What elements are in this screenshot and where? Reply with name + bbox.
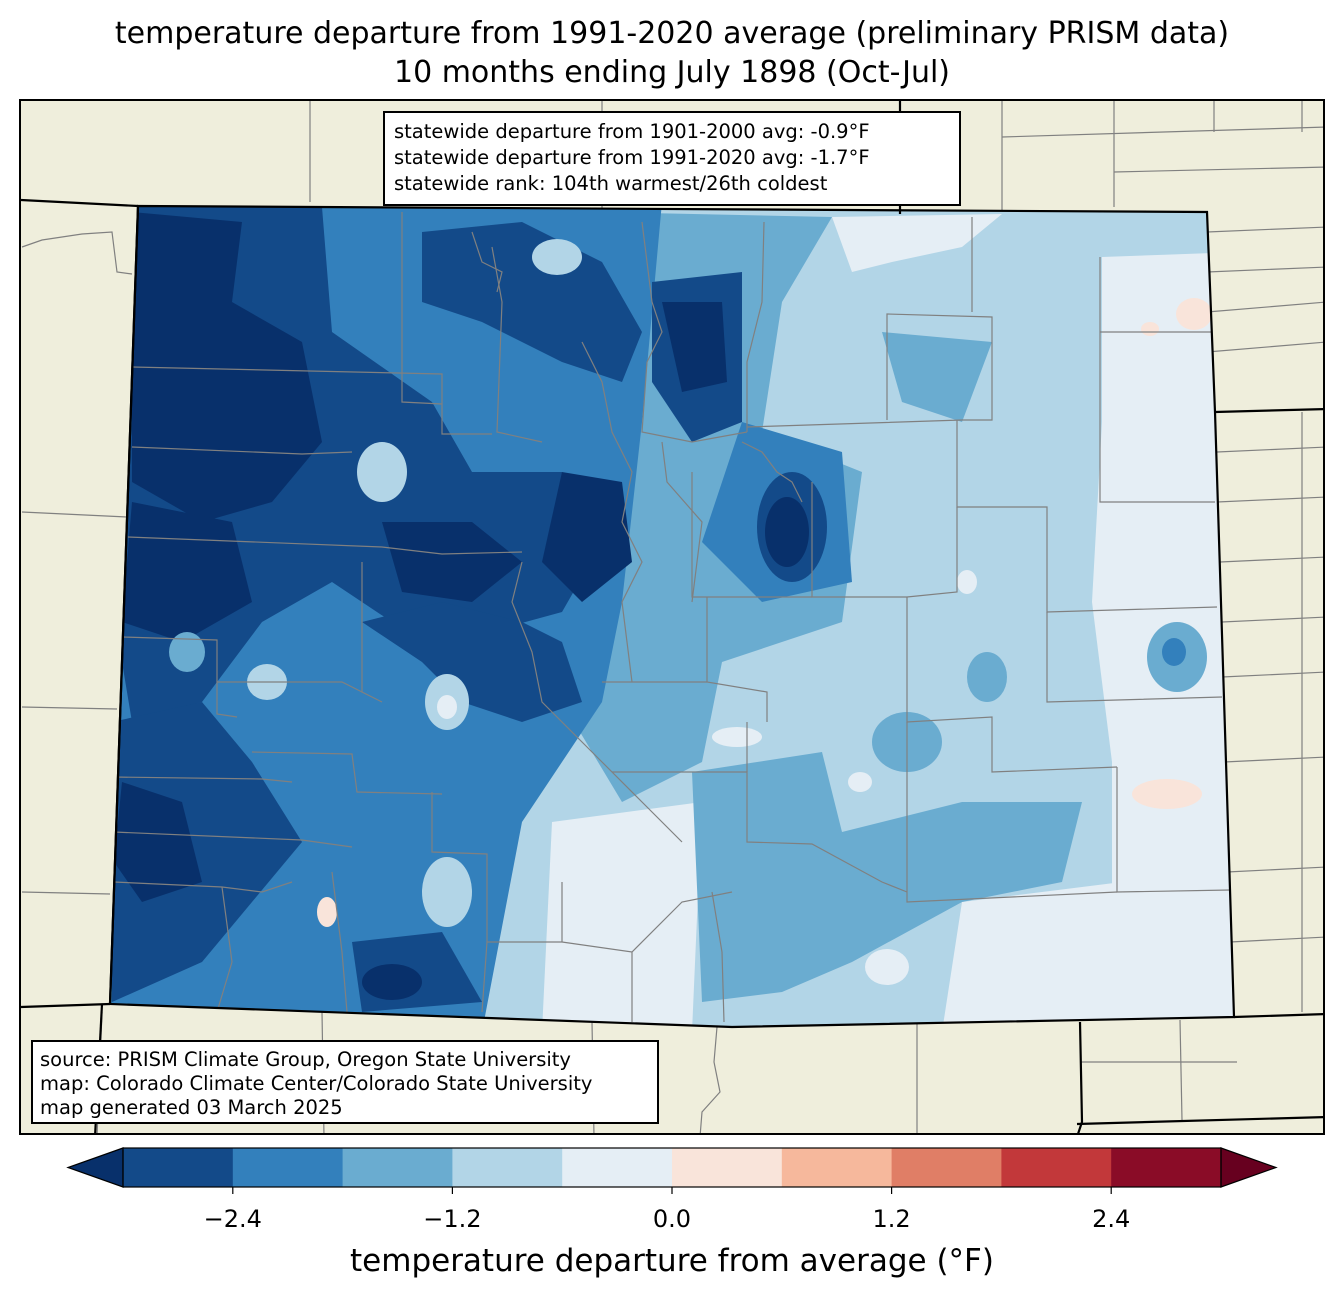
source-line-prism: source: PRISM Climate Group, Oregon Stat…: [40, 1048, 571, 1071]
colorbar-segment: [781, 1148, 893, 1187]
source-line-map: map: Colorado Climate Center/Colorado St…: [40, 1072, 593, 1095]
colorbar-tick-label: 0.0: [652, 1205, 692, 1233]
colorbar-segment: [562, 1148, 673, 1187]
colorbar-segments: [123, 1148, 1222, 1187]
colorbar-under-arrow: [66, 1147, 124, 1188]
colorado-map: [21, 101, 1323, 1133]
stats-line-rank: statewide rank: 104th warmest/26th colde…: [394, 172, 828, 195]
colorbar-segment: [123, 1148, 234, 1187]
colorbar-over-arrow: [1220, 1147, 1278, 1188]
colorbar-tick-label: 2.4: [1092, 1205, 1131, 1233]
neighbor-county-lines: [21, 101, 1323, 1133]
stats-line-1991-2020: statewide departure from 1991-2020 avg: …: [394, 146, 870, 169]
colorbar-segment: [672, 1148, 783, 1187]
map-panel: [19, 99, 1325, 1135]
colorbar-tick-label: −2.4: [203, 1205, 262, 1233]
source-box: source: PRISM Climate Group, Oregon Stat…: [31, 1040, 659, 1124]
stats-line-1901-2000: statewide departure from 1901-2000 avg: …: [394, 120, 870, 143]
colorbar-segment: [891, 1148, 1002, 1187]
statewide-stats-box: statewide departure from 1901-2000 avg: …: [383, 111, 961, 206]
colorbar-segment: [232, 1148, 344, 1187]
colorbar-tick-label: −1.2: [423, 1205, 482, 1233]
colorbar-segment: [1111, 1148, 1222, 1187]
colorbar-label: temperature departure from average (°F): [350, 1243, 994, 1279]
colorbar-segment: [452, 1148, 563, 1187]
colorbar-ticks: [232, 1187, 1112, 1194]
map-title-line1: temperature departure from 1991-2020 ave…: [114, 16, 1230, 51]
colorbar-segment: [342, 1148, 453, 1187]
source-line-generated: map generated 03 March 2025: [40, 1096, 343, 1119]
map-title-line2: 10 months ending July 1898 (Oct-Jul): [393, 55, 951, 90]
temperature-field: [110, 206, 1234, 1027]
state-borders: [21, 101, 1323, 1133]
colorbar-segment: [1001, 1148, 1112, 1187]
colorbar-tick-label: 1.2: [872, 1205, 911, 1233]
colorado-county-lines: [111, 212, 1231, 1023]
colorbar: [66, 1147, 1278, 1194]
